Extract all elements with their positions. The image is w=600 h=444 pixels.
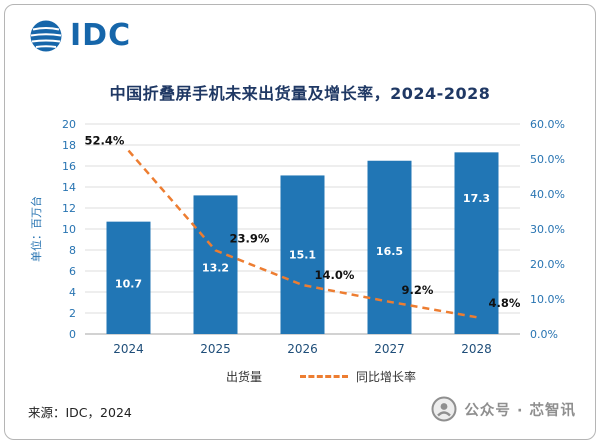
growth-value-label: 4.8%: [489, 296, 521, 310]
left-axis-tick: 10: [62, 223, 76, 236]
right-axis-tick: 60.0%: [530, 118, 565, 131]
left-axis-tick: 6: [69, 265, 76, 278]
bar-value-label: 10.7: [115, 277, 142, 290]
right-axis-tick: 10.0%: [530, 293, 565, 306]
left-axis-tick: 20: [62, 118, 76, 131]
legend-item-shipments: 出货量: [184, 368, 262, 385]
legend-bar-label: 出货量: [225, 370, 262, 384]
left-axis-tick: 18: [62, 139, 76, 152]
growth-rate-line: [127, 149, 477, 319]
right-axis-tick: 40.0%: [530, 188, 565, 201]
bar-2028: [454, 152, 499, 334]
left-axis-tick: 0: [69, 328, 76, 341]
idc-globe-icon: [30, 20, 62, 52]
left-axis-tick: 14: [62, 181, 76, 194]
bar-2025: [193, 195, 238, 334]
watermark-stamp-icon: [431, 396, 457, 422]
growth-value-label: 14.0%: [315, 268, 355, 282]
right-axis-tick: 20.0%: [530, 258, 565, 271]
watermark-text: 公众号 · 芯智讯: [464, 402, 576, 419]
right-axis-tick: 50.0%: [530, 153, 565, 166]
chart-plot: 0 2 4 6 8 10 12 14 16 18 20 0.0% 10.0% 20.0% 30.0% 40.0…: [29, 118, 565, 356]
legend-item-growth: 同比增长率: [300, 368, 416, 385]
left-axis-tick: 8: [69, 244, 76, 257]
bar-value-label: 13.2: [202, 261, 229, 274]
watermark: 公众号 · 芯智讯: [431, 396, 576, 422]
left-axis-unit-label: 单位：百万台: [29, 196, 43, 262]
idc-logo-text: IDC: [70, 18, 132, 53]
bar-value-label: 17.3: [463, 192, 490, 205]
bar-value-label: 15.1: [289, 249, 316, 262]
growth-value-label: 52.4%: [85, 134, 125, 148]
right-axis-tick: 30.0%: [530, 223, 565, 236]
x-axis-year-label: 2024: [113, 342, 144, 356]
legend-bar-swatch: [184, 371, 218, 383]
x-axis-year-label: 2026: [287, 342, 318, 356]
x-axis-year-label: 2027: [374, 342, 405, 356]
left-axis-tick: 4: [69, 286, 76, 299]
legend-line-label: 同比增长率: [356, 370, 417, 384]
chart-legend: 出货量 同比增长率: [0, 368, 600, 385]
legend-dashed-line-swatch: [300, 375, 348, 378]
right-axis-tick: 0.0%: [530, 328, 558, 341]
x-axis-year-label: 2028: [461, 342, 492, 356]
bar-2026: [280, 175, 325, 334]
left-axis-tick: 2: [69, 307, 76, 320]
growth-value-label: 23.9%: [230, 231, 270, 245]
growth-value-label: 9.2%: [402, 283, 434, 297]
idc-logo: IDC: [28, 18, 131, 54]
left-axis-tick: 12: [62, 202, 76, 215]
bar-2024: [106, 221, 151, 334]
bar-value-label: 16.5: [376, 245, 403, 258]
left-axis-tick: 16: [62, 160, 76, 173]
x-axis-year-label: 2025: [200, 342, 231, 356]
source-note: 来源：IDC，2024: [28, 405, 132, 420]
chart-title: 中国折叠屏手机未来出货量及增长率，2024-2028: [109, 84, 491, 103]
